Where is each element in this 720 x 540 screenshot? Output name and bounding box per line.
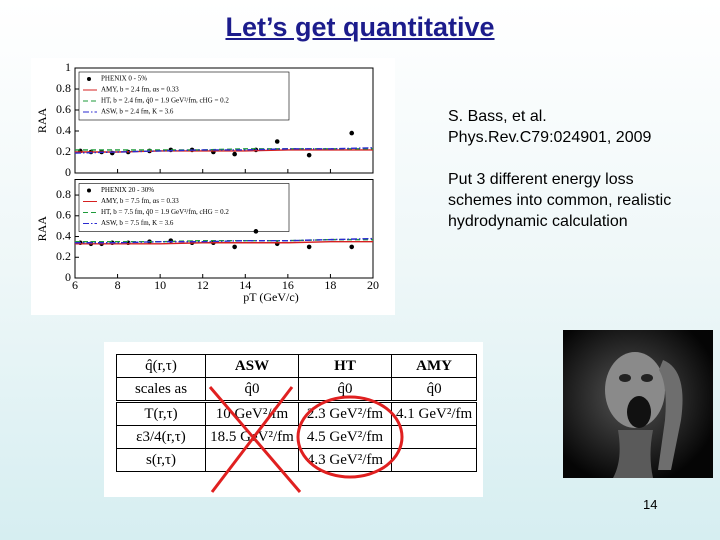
x-tick-label: 18 (324, 278, 336, 292)
legend-label: HT, b = 7.5 fm, q̂0 = 1.9 GeV²/fm, cHG =… (101, 208, 229, 216)
x-tick-label: 6 (72, 278, 78, 292)
description-line: Put 3 different energy loss (448, 171, 634, 188)
y-tick-label: 0 (65, 165, 71, 179)
mouth (627, 396, 651, 428)
x-tick-label: 10 (154, 278, 166, 292)
x-tick-label: 8 (115, 278, 121, 292)
data-point (253, 229, 259, 234)
table-row: scales as q̂0 q̂0 q̂0 (116, 377, 478, 403)
description: Put 3 different energy loss schemes into… (448, 169, 671, 232)
plot-frame (74, 67, 374, 174)
neck (613, 430, 653, 478)
eye (619, 374, 631, 382)
table-image: q̂(r,τ) ASW HT AMY scales as q̂0 q̂0 q̂0 T(r,τ) 1… (104, 342, 483, 497)
red-cross (210, 386, 294, 493)
data-point (274, 139, 280, 144)
data-point (349, 244, 355, 250)
data-point (306, 152, 312, 158)
table-row: s(r,τ) 4.3 GeV²/fm (116, 448, 478, 472)
model-curve (74, 147, 374, 154)
table-cell: HT (298, 354, 392, 378)
y-tick-label: 0.8 (56, 187, 71, 201)
x-tick-label: 12 (197, 278, 209, 292)
table-cell: 4.1 GeV²/fm (390, 401, 478, 426)
data-point (306, 244, 312, 250)
red-cross (208, 386, 302, 493)
x-tick-label: 16 (282, 278, 294, 292)
legend-label: AMY, b = 7.5 fm, αs = 0.33 (101, 197, 179, 205)
y-tick-label: 0.6 (56, 102, 71, 116)
annotation (208, 386, 404, 493)
table-cell: scales as (116, 377, 206, 403)
x-tick-label: 14 (239, 278, 251, 292)
x-axis-label: pT (GeV/c) (243, 290, 298, 304)
legend-label: PHENIX 0 - 5% (101, 75, 147, 83)
y-tick-label: 0 (65, 270, 71, 284)
table-cell: 2.3 GeV²/fm (298, 401, 392, 426)
model-curve (75, 241, 373, 245)
slide-title: Let’s get quantitative (225, 12, 495, 42)
legend-symbol (87, 77, 91, 81)
y-tick-label: 0.8 (56, 81, 71, 95)
table-cell: ε3/4(r,τ) (116, 425, 206, 449)
data-point (349, 130, 355, 136)
legend-symbol (87, 188, 91, 193)
description-line: schemes into common, realistic (448, 192, 672, 209)
legend-label: AMY, b = 2.4 fm, αs = 0.33 (101, 86, 179, 94)
legend-label: PHENIX 20 - 30% (101, 186, 154, 194)
y-tick-label: 1 (65, 60, 71, 74)
legend (78, 183, 290, 232)
data-point (232, 151, 237, 157)
table-cell (390, 448, 478, 472)
photo (563, 330, 713, 478)
y-axis-label: RAA (35, 216, 49, 242)
x-tick-label: 20 (367, 278, 379, 292)
table-cell (390, 425, 478, 449)
table-cell: 4.3 GeV²/fm (298, 448, 392, 472)
table-cell: q̂0 (390, 377, 478, 403)
reference: S. Bass, et al. Phys.Rev.C79:024901, 200… (448, 106, 651, 148)
model-curve (75, 238, 373, 243)
y-tick-label: 0.4 (56, 123, 71, 137)
table-cell (205, 448, 299, 472)
model-curve (75, 148, 373, 151)
legend (78, 71, 290, 121)
page-number: 14 (643, 497, 658, 512)
description-line: hydrodynamic calculation (448, 213, 628, 230)
legend-label: HT, b = 2.4 fm, q̂0 = 1.9 GeV²/fm, cHG =… (101, 97, 229, 105)
table-row: q̂(r,τ) ASW HT AMY (116, 354, 478, 378)
eye (641, 374, 653, 382)
legend-label: ASW, b = 2.4 fm, K = 3.6 (101, 108, 174, 116)
data-point (232, 244, 237, 250)
reference-line: S. Bass, et al. (448, 108, 547, 125)
y-tick-label: 0.6 (56, 208, 71, 222)
hand (658, 360, 683, 470)
table-cell: AMY (390, 354, 478, 378)
y-axis-label: RAA (35, 108, 49, 134)
y-tick-label: 0.2 (56, 144, 71, 158)
plot-frame (74, 179, 374, 279)
table-cell: s(r,τ) (116, 448, 206, 472)
y-tick-label: 0.4 (56, 228, 71, 242)
figure: 0 0.2 0.4 0.6 0.8 1 RAA PHENIX 0 - 5% AMY, b = 2… (31, 58, 395, 315)
y-tick-label: 0.2 (56, 249, 71, 263)
model-curve (75, 237, 374, 244)
legend-label: ASW, b = 7.5 fm, K = 3.6 (101, 219, 174, 227)
red-circle (296, 395, 404, 479)
reference-line: Phys.Rev.C79:024901, 2009 (448, 129, 652, 146)
